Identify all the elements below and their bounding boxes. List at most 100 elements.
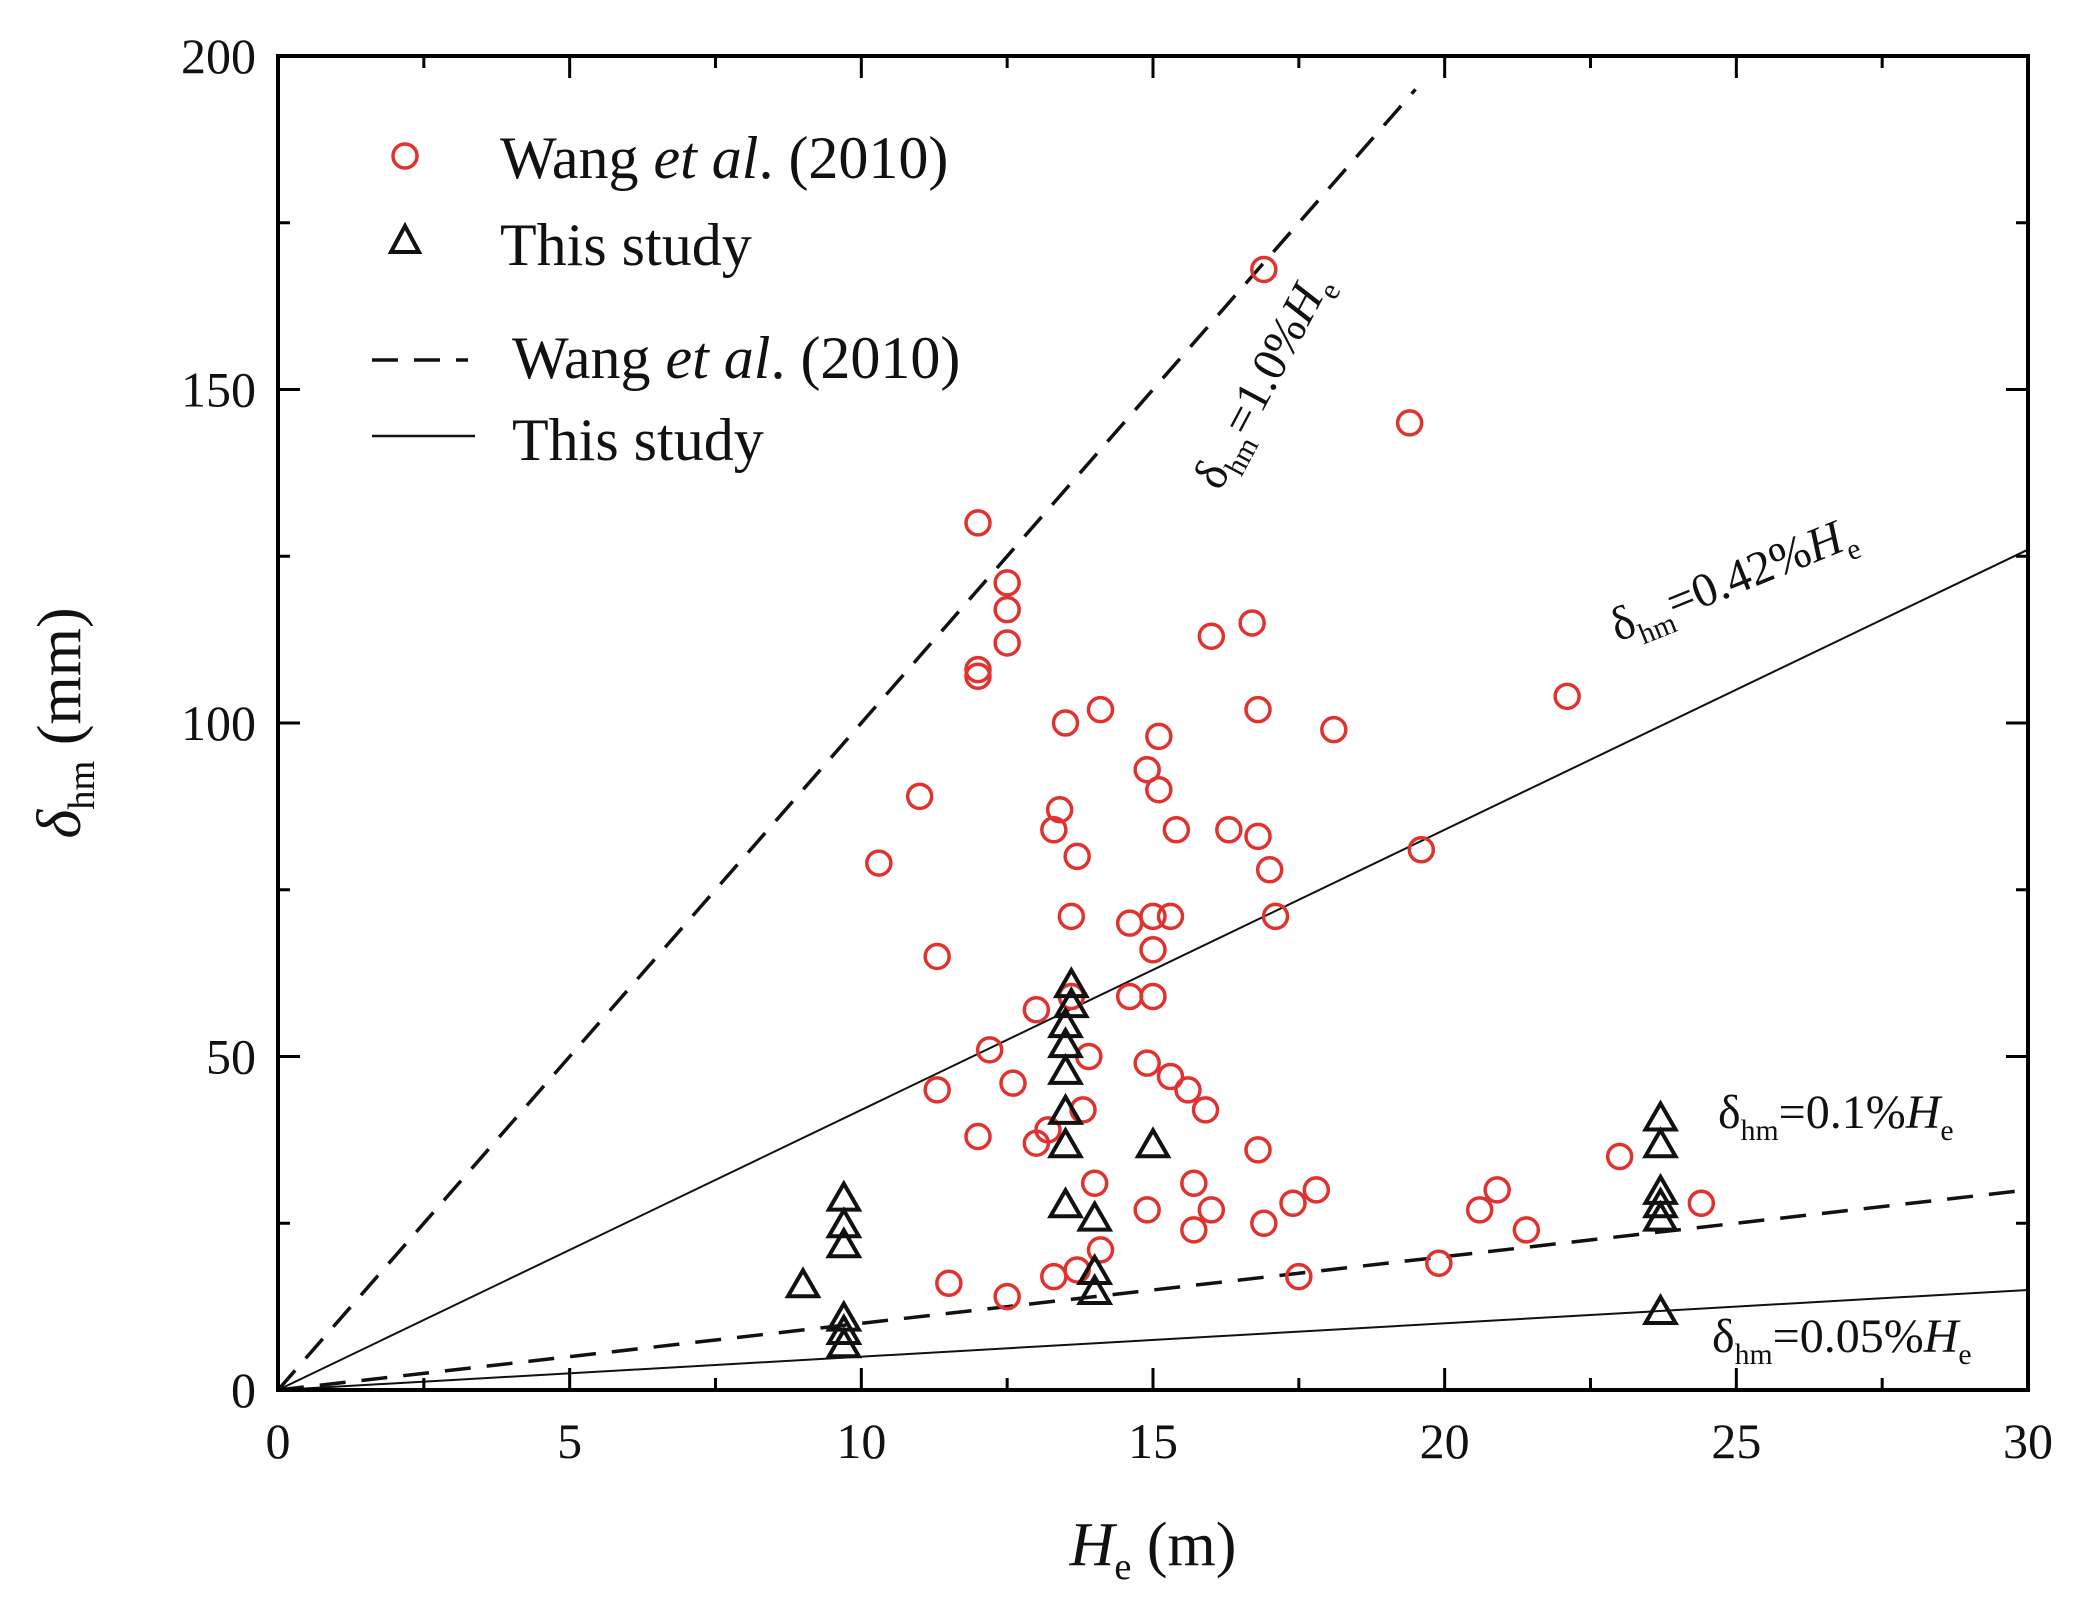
wang-data-point [1162, 815, 1191, 844]
y-tick-label: 0 [231, 1362, 256, 1418]
wang-data-point [1057, 902, 1086, 931]
study-data-point [784, 1266, 822, 1299]
wang-data-point [1086, 695, 1115, 724]
wang-data-point [1244, 1136, 1272, 1164]
annotation-042pct: δhm=0.42%He [1602, 506, 1866, 660]
x-tick-label: 10 [836, 1413, 886, 1469]
wang-data-point [993, 629, 1021, 657]
wang-data-point [1115, 909, 1144, 937]
wang-data-point [1174, 1076, 1202, 1104]
annotation-1pct: δhm=1.0%He [1183, 264, 1347, 501]
wang-data-point [1465, 1196, 1494, 1224]
wang-data-point [923, 1076, 951, 1104]
wang-data-point [1034, 1116, 1062, 1144]
study-data-point [1076, 1252, 1114, 1285]
wang-data-point [1133, 755, 1161, 784]
x-tick-label: 20 [1420, 1413, 1470, 1469]
wang-data-point [1180, 1216, 1208, 1244]
x-tick-label: 25 [1711, 1413, 1761, 1469]
study-data-point [1642, 1099, 1679, 1132]
wang-data-point [1255, 855, 1284, 884]
y-tick-label: 50 [206, 1029, 256, 1085]
wang-data-point [1139, 982, 1167, 1011]
wang-data-point [1086, 1236, 1115, 1264]
wang-data-point [923, 942, 951, 971]
ref-line-wang-1.0pct [278, 88, 1417, 1390]
wang-data-point [993, 1282, 1021, 1311]
wang-data-point [1156, 1062, 1185, 1091]
study-data-point [825, 1206, 863, 1239]
study-data-point [1642, 1126, 1679, 1159]
study-data-point [1052, 986, 1090, 1019]
wang-data-point [1553, 682, 1581, 711]
wang-data-point [1407, 835, 1436, 864]
wang-data-point [993, 595, 1021, 624]
legend-label-wang-line: Wang et al. (2010) [512, 325, 960, 391]
wang-data-point [1285, 1262, 1313, 1291]
wang-data-point [1045, 795, 1074, 824]
wang-data-point [1250, 255, 1278, 284]
annotation-01pct: δhm=0.1%He [1718, 1086, 1954, 1147]
y-tick-label: 200 [181, 28, 256, 84]
wang-data-point [1115, 982, 1144, 1011]
wang-data-point [865, 849, 893, 877]
legend: Wang et al. (2010) This study Wang et al… [372, 125, 960, 473]
wang-data-point [1425, 1249, 1453, 1278]
wang-data-point [975, 1036, 1004, 1064]
wang-data-point [1197, 1196, 1226, 1224]
study-data-point [1047, 1186, 1084, 1219]
wang-data-point [1139, 902, 1167, 931]
x-tick-label: 5 [557, 1413, 582, 1469]
wang-data-point [1063, 842, 1091, 871]
x-tick-label: 15 [1128, 1413, 1178, 1469]
study-data-point [1642, 1199, 1679, 1232]
wang-data-point [1302, 1176, 1331, 1204]
annotation-005pct: δhm=0.05%He [1712, 1310, 1972, 1371]
wang-data-point [1483, 1176, 1511, 1204]
wang-data-point [1215, 815, 1243, 844]
study-data-point [1047, 1006, 1084, 1039]
legend-label-wang-points: Wang et al. (2010) [500, 125, 948, 191]
wang-data-point [1145, 722, 1173, 751]
ref-line-study-0.42pct [278, 548, 2028, 1390]
study-data-point [1076, 1272, 1114, 1305]
study-data-point [1047, 1092, 1084, 1125]
study-data-point [825, 1312, 863, 1345]
study-data-point [1047, 1026, 1084, 1059]
y-axis-title: δhm (mm) [26, 607, 103, 838]
wang-data-point [1605, 1142, 1634, 1171]
study-data-point [1047, 1126, 1084, 1159]
y-tick-label: 150 [181, 362, 256, 418]
wang-data-point [1022, 996, 1051, 1024]
wang-data-point [1320, 715, 1348, 744]
legend-triangle-marker [387, 221, 423, 254]
wang-data-point [1244, 695, 1272, 724]
y-tick-label: 100 [181, 695, 256, 751]
study-data-point [825, 1179, 863, 1212]
wang-data-point [1687, 1189, 1716, 1217]
wang-data-point [1238, 609, 1266, 637]
wang-data-point [1279, 1189, 1307, 1217]
wang-data-point [1191, 1096, 1220, 1124]
wang-data-point [1244, 822, 1272, 851]
wang-data-point [1080, 1169, 1109, 1197]
wang-data-point [1395, 409, 1424, 437]
legend-circle-marker [391, 142, 419, 170]
wang-data-point [964, 662, 992, 691]
legend-label-study-line: This study [512, 407, 764, 473]
x-tick-label: 30 [2003, 1413, 2053, 1469]
legend-label-study-points: This study [500, 212, 752, 278]
wang-data-point [1139, 936, 1167, 964]
study-data-point [825, 1226, 863, 1259]
wang-data-point [1133, 1196, 1161, 1224]
wang-data-point [935, 1269, 963, 1298]
x-tick-label: 0 [266, 1413, 291, 1469]
study-data-point [1052, 966, 1090, 999]
wang-data-point [1512, 1216, 1541, 1244]
wang-data-point [1145, 775, 1173, 804]
wang-data-point [1051, 709, 1080, 737]
study-data-point [825, 1326, 863, 1359]
study-data-point [1076, 1199, 1114, 1232]
study-data-point [1134, 1126, 1172, 1159]
